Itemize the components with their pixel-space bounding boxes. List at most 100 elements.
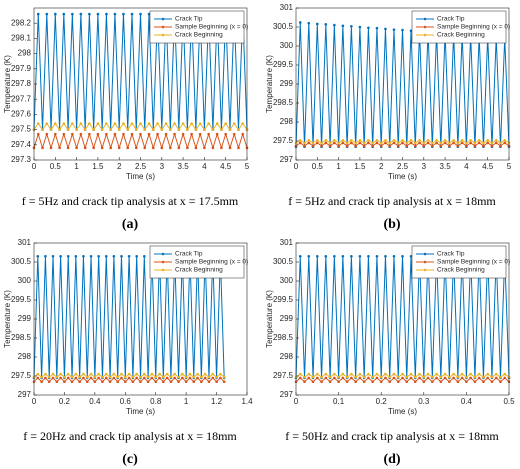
point: [241, 122, 245, 125]
point: [89, 254, 93, 258]
point: [405, 144, 409, 148]
x-tick-label: 4: [202, 162, 207, 171]
point: [82, 372, 85, 376]
point: [112, 372, 116, 376]
point: [83, 146, 87, 150]
point: [298, 21, 302, 24]
point: [215, 132, 219, 136]
point: [139, 122, 142, 125]
point: [97, 254, 100, 258]
point: [298, 141, 302, 145]
x-tick-label: 1.5: [92, 162, 104, 171]
point: [490, 380, 494, 384]
legend-label: Crack Beginning: [437, 267, 485, 274]
point: [379, 375, 383, 379]
point: [456, 375, 460, 379]
point: [116, 375, 119, 379]
point: [215, 380, 218, 384]
legend-label: Crack Beginning: [175, 32, 223, 39]
legend-marker: [161, 260, 165, 264]
y-tick-label: 297.5: [11, 125, 32, 134]
point: [139, 375, 142, 379]
point: [490, 144, 494, 148]
point: [354, 380, 357, 384]
y-axis-label: Temperature (K): [265, 290, 274, 348]
point: [92, 146, 95, 150]
point: [362, 380, 366, 384]
point: [465, 141, 468, 145]
point: [59, 372, 62, 376]
point: [388, 141, 392, 145]
point: [316, 376, 319, 380]
point: [93, 380, 97, 384]
point: [44, 372, 47, 376]
point: [224, 132, 227, 136]
point: [100, 128, 104, 131]
point: [54, 12, 57, 16]
point: [303, 375, 306, 379]
point: [401, 28, 404, 32]
point: [177, 375, 180, 379]
point: [456, 380, 460, 384]
point: [207, 132, 210, 136]
point: [328, 144, 332, 148]
point: [341, 24, 345, 28]
legend-label: Crack Tip: [175, 16, 203, 23]
point: [443, 376, 447, 380]
point: [405, 375, 409, 379]
x-axis-label: Time (s): [388, 172, 417, 181]
point: [469, 138, 472, 142]
legend-marker: [161, 252, 165, 256]
y-axis-label: Temperature (K): [3, 290, 12, 348]
point: [384, 376, 387, 380]
point: [79, 12, 83, 16]
point: [62, 12, 66, 16]
point: [150, 372, 154, 376]
point: [307, 138, 311, 142]
x-tick-label: 0.5: [503, 397, 515, 406]
x-tick-label: 1.4: [241, 397, 253, 406]
point: [41, 128, 44, 131]
point: [316, 254, 319, 258]
point: [113, 12, 117, 16]
point: [123, 380, 127, 384]
point: [194, 146, 198, 150]
point: [401, 372, 404, 376]
point: [350, 372, 353, 376]
point: [190, 132, 193, 136]
point: [200, 380, 203, 384]
point: [345, 380, 349, 384]
point: [135, 372, 138, 376]
point: [503, 372, 507, 376]
point: [388, 375, 392, 379]
point: [232, 132, 236, 136]
point: [392, 372, 396, 376]
point: [422, 380, 426, 384]
point: [59, 254, 62, 258]
point: [47, 380, 51, 384]
point: [426, 138, 430, 142]
point: [371, 144, 374, 148]
point: [71, 132, 74, 136]
point: [207, 380, 211, 384]
point: [203, 376, 207, 380]
point: [469, 372, 472, 376]
point: [134, 128, 138, 131]
point: [367, 141, 370, 145]
point: [298, 254, 302, 258]
point: [320, 141, 323, 145]
point: [392, 28, 396, 31]
point: [358, 376, 362, 380]
point: [307, 254, 311, 258]
point: [41, 146, 44, 150]
point: [63, 380, 66, 384]
x-tick-label: 1: [336, 162, 341, 171]
y-tick-label: 297: [280, 390, 294, 399]
y-tick-label: 300.5: [273, 22, 294, 31]
point: [396, 144, 400, 148]
legend-label: Crack Tip: [437, 251, 465, 258]
point: [486, 138, 490, 142]
point: [345, 144, 349, 148]
point: [303, 380, 306, 384]
point: [503, 138, 507, 142]
